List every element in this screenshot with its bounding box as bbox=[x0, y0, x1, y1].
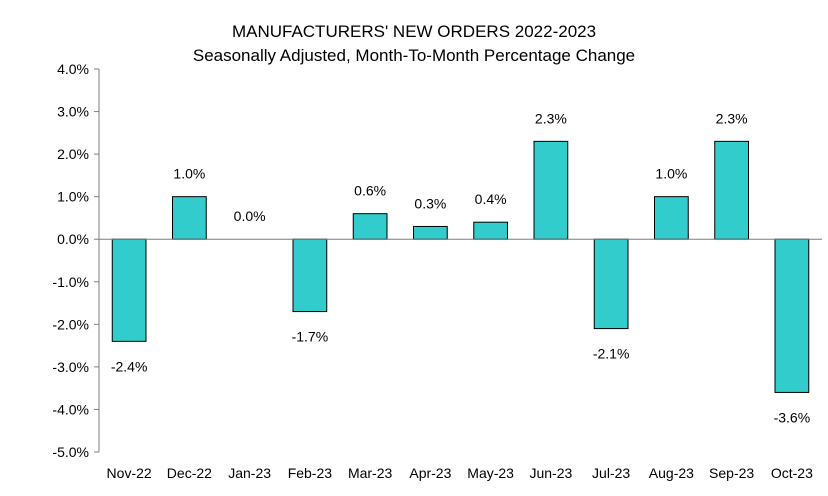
x-tick-label: Oct-23 bbox=[771, 465, 813, 481]
data-label: -2.1% bbox=[593, 346, 630, 362]
chart-title: MANUFACTURERS' NEW ORDERS 2022-2023 bbox=[232, 22, 596, 41]
x-tick-label: Feb-23 bbox=[288, 465, 333, 481]
data-label: 2.3% bbox=[535, 110, 567, 126]
bar-sep-23 bbox=[714, 140, 749, 240]
bar-apr-23 bbox=[413, 225, 448, 240]
data-label: 2.3% bbox=[716, 110, 748, 126]
bar-feb-23 bbox=[292, 238, 328, 313]
bar-oct-23 bbox=[774, 238, 810, 393]
data-label: 0.3% bbox=[414, 195, 446, 211]
plot-area: 4.0% 3.0% 2.0% 1.0% 0.0% -1.0% -2.0% -3.0% -4.0%… bbox=[52, 61, 822, 481]
data-label: -3.6% bbox=[774, 409, 811, 425]
bar-mar-23 bbox=[352, 213, 388, 240]
bar-jul-23 bbox=[593, 238, 629, 330]
y-tick-label: -1.0% bbox=[52, 274, 89, 290]
y-tick-label: 1.0% bbox=[57, 189, 89, 205]
bar-dec-22 bbox=[172, 196, 207, 240]
bar-aug-23 bbox=[654, 196, 689, 240]
x-tick-label: Dec-22 bbox=[167, 465, 212, 481]
data-label: 0.6% bbox=[354, 183, 386, 199]
bar-may-23 bbox=[473, 221, 508, 240]
y-tick-label: -3.0% bbox=[52, 359, 89, 375]
x-tick-label: Jun-23 bbox=[529, 465, 572, 481]
y-tick-label: 3.0% bbox=[57, 104, 89, 120]
y-tick-label: -2.0% bbox=[52, 316, 89, 332]
data-label: 1.0% bbox=[173, 166, 205, 182]
x-tick-label: Nov-22 bbox=[107, 465, 152, 481]
x-tick-label: May-23 bbox=[467, 465, 514, 481]
y-tick-label: 2.0% bbox=[57, 146, 89, 162]
data-label: 0.0% bbox=[234, 208, 266, 224]
x-tick-label: Apr-23 bbox=[409, 465, 451, 481]
x-tick-label: Jul-23 bbox=[592, 465, 630, 481]
data-label: 1.0% bbox=[655, 166, 687, 182]
bar-jun-23 bbox=[533, 140, 569, 240]
data-label: 0.4% bbox=[475, 191, 507, 207]
y-tick-label: -4.0% bbox=[52, 401, 89, 417]
x-tick-label: Aug-23 bbox=[649, 465, 694, 481]
y-tick-label: 0.0% bbox=[57, 231, 89, 247]
y-tick-label: 4.0% bbox=[57, 61, 89, 77]
chart-subtitle: Seasonally Adjusted, Month-To-Month Perc… bbox=[193, 46, 635, 65]
x-tick-label: Mar-23 bbox=[348, 465, 393, 481]
data-label: -1.7% bbox=[292, 329, 329, 345]
x-tick-label: Jan-23 bbox=[228, 465, 271, 481]
y-tick-label: -5.0% bbox=[52, 444, 89, 460]
bar-nov-22 bbox=[111, 238, 147, 342]
x-tick-label: Sep-23 bbox=[709, 465, 754, 481]
data-label: -2.4% bbox=[111, 358, 148, 374]
